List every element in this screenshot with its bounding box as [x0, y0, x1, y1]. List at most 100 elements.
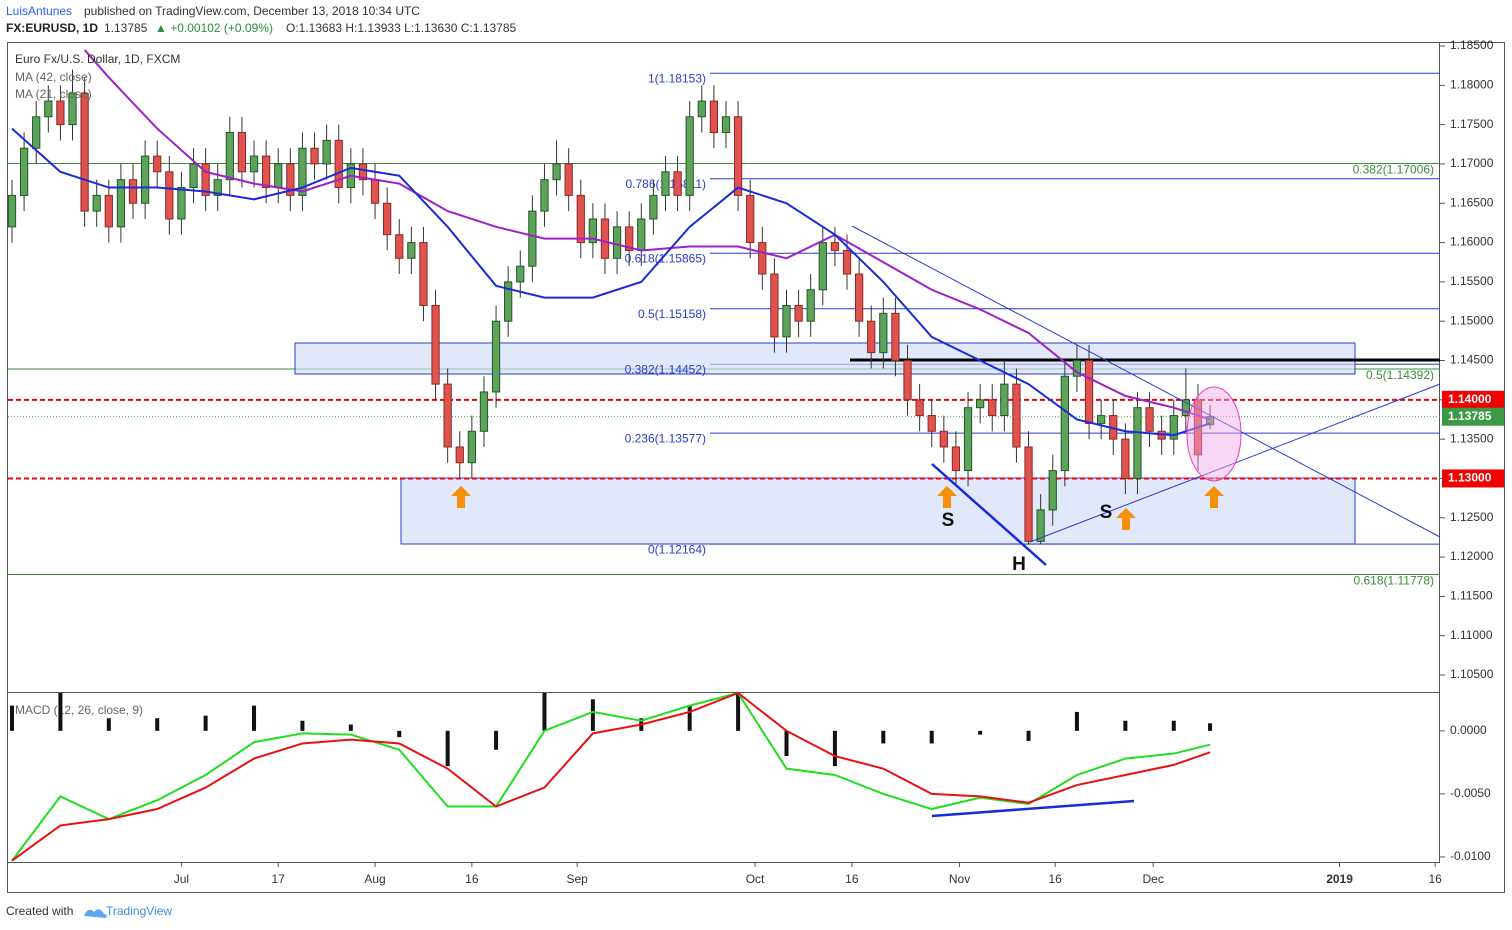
y-tick-label: 1.11500	[1450, 589, 1493, 603]
candle-body	[588, 218, 598, 244]
fib-label: 1(1.18153)	[648, 71, 706, 85]
y-tick-label: 1.12500	[1450, 510, 1494, 524]
price-marker-label: 1.14000	[1448, 392, 1492, 406]
macd-histogram	[1123, 720, 1128, 731]
candle-body	[383, 202, 392, 236]
candle-body	[733, 116, 743, 196]
candle-body	[310, 147, 319, 165]
candle-body	[516, 265, 525, 283]
x-tick-label: 17	[272, 872, 286, 886]
arrow	[1116, 508, 1136, 530]
candle-body	[1205, 416, 1215, 426]
author[interactable]: LuisAntunes	[6, 4, 72, 18]
change: ▲ +0.00102 (+0.09%)	[155, 21, 273, 35]
candle-body	[1097, 415, 1106, 424]
candle-body	[19, 147, 29, 196]
candle-body	[298, 147, 307, 196]
candle-body	[165, 171, 174, 220]
candle-body	[794, 304, 803, 322]
candle-body	[213, 179, 222, 196]
y-tick-label: 1.10500	[1450, 667, 1494, 681]
candle-body	[225, 131, 234, 181]
candle-body	[140, 155, 150, 204]
candle-body	[721, 116, 731, 133]
candle-body	[128, 179, 138, 204]
macd-histogram	[832, 730, 837, 767]
arrow	[1204, 486, 1224, 508]
candle-body	[104, 194, 113, 228]
macd-histogram	[1026, 730, 1031, 741]
candle-body	[32, 116, 41, 149]
candle-body	[491, 320, 501, 393]
published: published on TradingView.com, December 1…	[84, 4, 420, 18]
shoulder-line	[931, 463, 1047, 566]
candle-body	[1145, 407, 1154, 432]
legend-title: Euro Fx/U.S. Dollar, 1D, FXCM	[15, 52, 180, 66]
candle-body	[322, 139, 331, 165]
y-tick-label: 1.12000	[1450, 549, 1494, 563]
candle-body	[637, 218, 646, 251]
candle-body	[395, 234, 404, 259]
candle-body	[879, 312, 888, 354]
candle-body	[649, 194, 658, 220]
arrow	[451, 486, 471, 508]
candle-body	[358, 163, 368, 181]
macd-histogram	[155, 718, 160, 731]
macd-histogram	[1171, 720, 1176, 731]
x-tick-label: Jul	[174, 872, 189, 886]
legend-macd: MACD (12, 26, close, 9)	[15, 703, 143, 717]
x-tick-label: 2019	[1326, 872, 1353, 886]
fib-label-right: 0.382(1.17006)	[1353, 163, 1434, 177]
candle-body	[370, 179, 380, 204]
pattern-label: S	[1100, 502, 1113, 523]
candle-body	[528, 210, 537, 267]
fib-label-right: 0.618(1.11778)	[1353, 574, 1434, 588]
macd-histogram	[929, 730, 934, 744]
price-marker	[1442, 407, 1504, 426]
macd-histogram	[978, 730, 983, 735]
candle-body	[951, 446, 961, 472]
price-marker-label: 1.13000	[1448, 471, 1492, 485]
y-tick-label: 1.16500	[1450, 195, 1494, 209]
candle-body	[153, 155, 162, 173]
macd-histogram	[542, 693, 547, 731]
candle-body	[419, 242, 428, 306]
candle-body	[867, 320, 876, 354]
footer-brand[interactable]: TradingView	[106, 904, 172, 918]
ma-line	[83, 49, 1211, 421]
macd-histogram	[106, 718, 111, 731]
y-tick-label: 1.18500	[1450, 38, 1494, 52]
candle-body	[201, 163, 210, 196]
highlight	[1186, 386, 1242, 482]
candle-body	[1036, 509, 1045, 542]
candle-body	[467, 430, 476, 464]
logo	[84, 909, 107, 918]
candle-body	[431, 304, 440, 385]
macd-histogram	[9, 705, 14, 731]
x-tick-label: 16	[1048, 872, 1062, 886]
fib-label: 0.236(1.13577)	[625, 431, 706, 445]
macd-histogram	[687, 705, 692, 731]
y-tick-label: -0.0050	[1450, 786, 1491, 800]
fib-label: 0.618(1.15865)	[625, 251, 706, 265]
x-tick-label: Aug	[364, 872, 385, 886]
macd-histogram	[590, 699, 595, 731]
candle-body	[68, 92, 77, 126]
macd-histogram	[1074, 711, 1079, 731]
candle-body	[1048, 470, 1057, 511]
footer-created: Created with	[6, 904, 73, 918]
legend-ma21: MA (21, close)	[15, 87, 92, 101]
candle-body	[237, 131, 247, 173]
price-marker-label: 1.13785	[1448, 409, 1492, 423]
candle-body	[963, 407, 973, 472]
ohlc: O:1.13683 H:1.13933 L:1.13630 C:1.13785	[286, 21, 517, 35]
candle-body	[830, 242, 840, 251]
fib-label: 0.382(1.14452)	[625, 362, 706, 376]
price-marker	[1442, 469, 1504, 488]
candle-body	[1133, 407, 1142, 479]
y-tick-label: 1.16000	[1450, 235, 1494, 249]
candle-body	[939, 430, 948, 448]
candle-body	[673, 171, 682, 196]
